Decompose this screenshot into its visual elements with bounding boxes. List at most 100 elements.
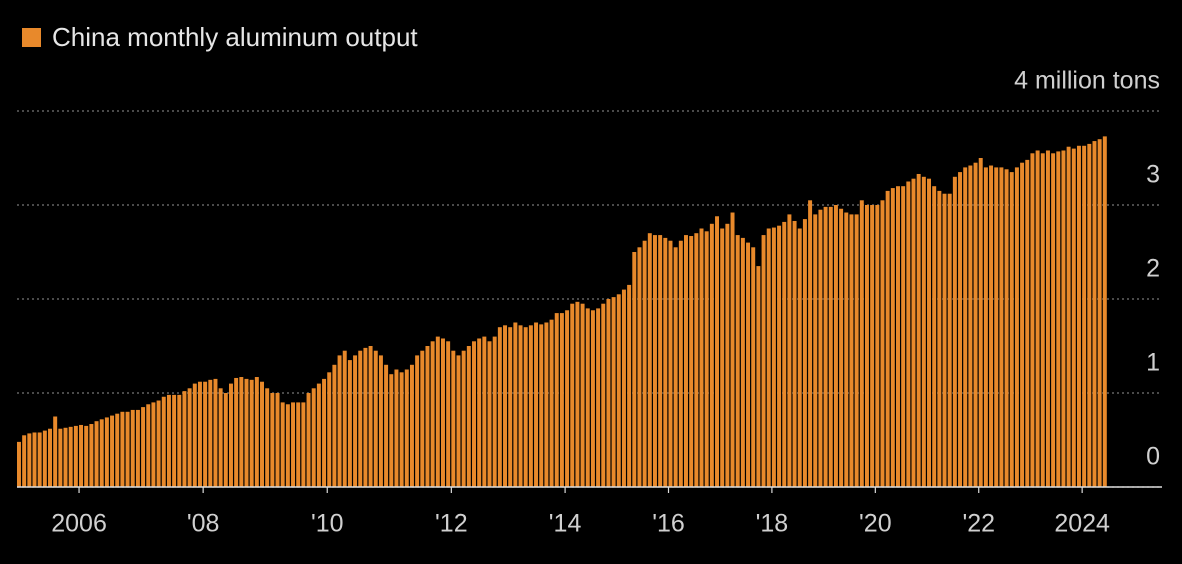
bar [301,402,306,487]
legend-label: China monthly aluminum output [52,22,418,52]
bar [130,409,135,487]
bar [409,364,414,487]
x-tick-label: '18 [756,510,789,538]
bar [482,336,487,487]
bar [1071,148,1076,487]
y-tick-label: 0 [1146,443,1160,471]
bar [192,383,197,487]
bar [306,393,311,487]
bar [968,165,973,487]
bar [673,247,678,487]
bar [973,162,978,487]
bar [730,212,735,487]
bar [678,240,683,487]
bar [523,327,528,487]
bar [590,310,595,487]
bar [1020,162,1025,487]
bar [89,424,94,487]
bar [875,205,880,487]
bar [585,308,590,487]
bar [353,355,358,487]
bar [715,216,720,487]
bar [751,247,756,487]
bar [472,341,476,487]
bar [684,235,688,487]
bar [823,206,828,487]
bar [430,341,435,487]
bar [228,383,233,487]
bar [260,381,264,487]
bar [952,176,957,488]
bar [115,413,120,487]
bar [1025,159,1030,487]
bar [652,235,657,487]
bar [508,327,513,487]
bar [1076,145,1081,487]
bar [528,325,533,487]
bar [994,167,999,487]
bar [1030,153,1035,488]
bar [166,394,171,487]
bar [435,336,440,487]
bar [1097,139,1102,487]
x-tick-label: '10 [311,510,344,538]
bar [322,378,327,487]
bar [813,214,818,487]
bar [818,209,823,487]
bar [554,313,559,487]
bar [254,377,259,487]
x-tick-label: 2024 [1054,510,1110,538]
bar [48,428,52,487]
bar [477,338,482,487]
bar [942,193,947,487]
bar [311,388,316,487]
bar [740,237,745,487]
bar [870,205,875,487]
bar [906,181,911,487]
bar [611,297,616,487]
bar [927,178,931,487]
bar [642,240,647,487]
x-tick-label: '08 [187,510,220,538]
bar [84,425,89,487]
bar [637,247,642,487]
bar [885,190,890,487]
bar [218,388,223,487]
bar [880,200,885,488]
bar [787,214,792,487]
bar [699,228,704,487]
bar [911,178,916,487]
bar [73,425,78,487]
bar [570,303,575,487]
bar [720,228,725,487]
bar [534,322,539,487]
bar [947,193,952,487]
bar [234,377,239,487]
bar [342,350,347,487]
bar [777,225,782,487]
bar [782,221,787,488]
bar [844,212,849,487]
bar [1092,141,1097,487]
bar [187,388,192,487]
bar [518,325,523,487]
bar [316,383,321,487]
bar [668,240,673,487]
y-tick-label: 4 million tons [1014,67,1160,95]
bar [663,237,668,487]
bar [916,173,921,488]
bar [756,266,761,487]
bar [27,433,32,487]
x-tick-label: '14 [549,510,582,538]
bar [110,415,115,487]
bar [337,355,342,487]
bar [766,228,771,487]
bar [1040,153,1045,488]
bar [42,430,47,487]
bar [1102,136,1107,487]
bar [963,167,968,487]
bar [746,242,751,487]
bar [22,435,27,487]
bar [580,303,585,487]
bar [761,235,766,487]
